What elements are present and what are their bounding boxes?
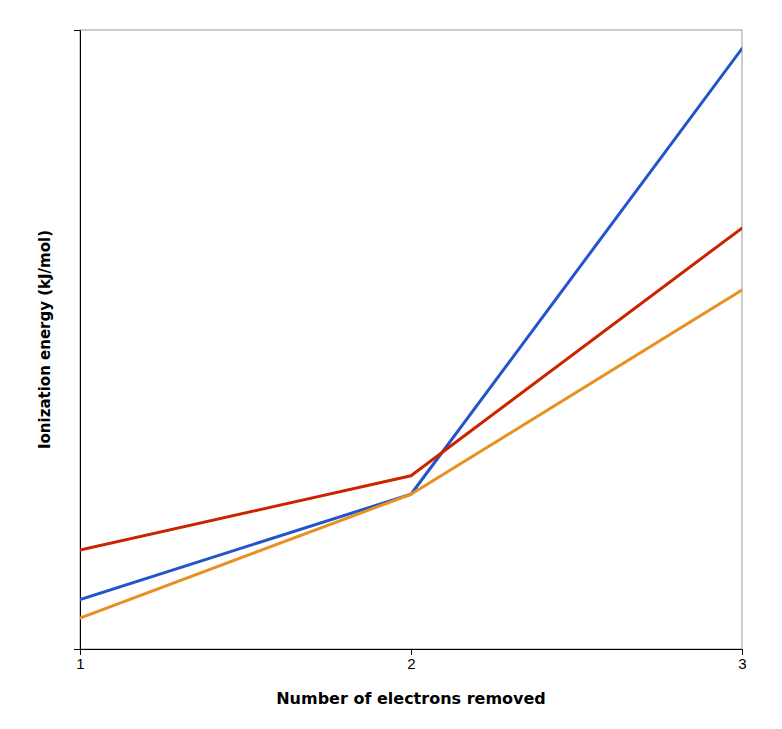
y-axis-title: Ionization energy (kJ/mol)	[36, 230, 54, 449]
x-axis-title: Number of electrons removed	[276, 689, 546, 708]
series-line	[80, 290, 742, 618]
x-tick: 3	[738, 649, 746, 672]
x-tick-label: 1	[76, 655, 84, 672]
x-tick-label: 3	[738, 655, 746, 672]
chart: 1 2 3 Number of electrons removed Ionization…	[0, 0, 782, 729]
x-tick-label: 2	[407, 655, 415, 672]
x-tick: 1	[76, 649, 84, 672]
plot: 1 2 3	[74, 30, 747, 672]
x-axis: 1 2 3	[76, 649, 746, 672]
series-line	[80, 228, 742, 550]
y-axis	[74, 31, 81, 650]
x-tick: 2	[407, 649, 415, 672]
plot-frame	[80, 30, 742, 649]
series-line	[80, 49, 742, 600]
lines	[80, 49, 742, 618]
y-axis-line	[74, 31, 81, 650]
